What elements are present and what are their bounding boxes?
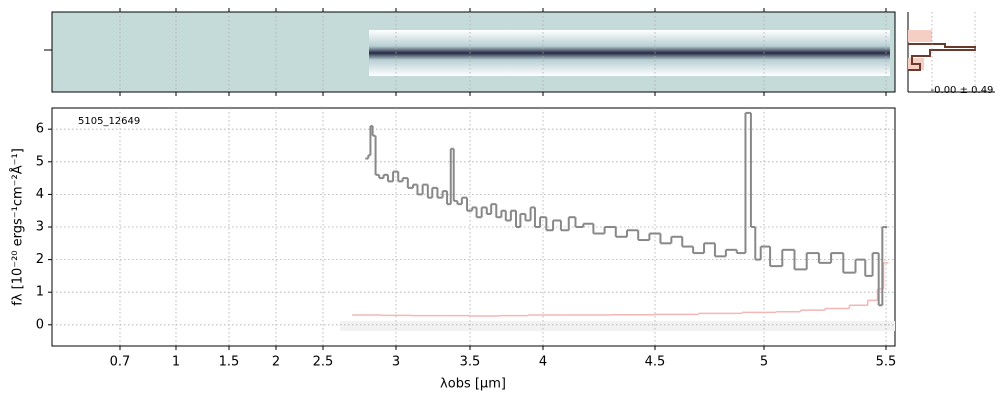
y-tick-label: 5 (36, 154, 44, 169)
object-label: 5105_12649 (78, 116, 140, 127)
y-tick-label: 6 (36, 122, 44, 137)
y-tick-label: 3 (36, 220, 44, 235)
spectrum-2d-trace (369, 30, 890, 76)
x-tick-label: 3 (392, 355, 400, 370)
zero-band (340, 321, 895, 331)
x-axis-label: λobs [μm] (440, 377, 506, 392)
y-tick-label: 4 (36, 187, 44, 202)
x-tick-label: 4.5 (645, 355, 666, 370)
x-tick-label: 2.5 (313, 355, 334, 370)
x-tick-label: 2 (272, 355, 280, 370)
y-tick-label: 1 (36, 285, 44, 300)
profile-panel: -0.00 ± 0.49 (907, 12, 995, 96)
y-axis-label: fλ [10⁻²⁰ ergs⁻¹cm⁻²Å⁻¹] (10, 148, 26, 306)
x-tick-label: 3.5 (460, 355, 481, 370)
x-tick-label: 0.7 (110, 355, 131, 370)
profile-label: -0.00 ± 0.49 (931, 85, 994, 96)
y-tick-label: 2 (36, 252, 44, 267)
x-tick-label: 1 (172, 355, 180, 370)
y-tick-label: 0 (36, 317, 44, 332)
x-tick-label: 5.5 (876, 355, 897, 370)
x-tick-label: 1.5 (219, 355, 240, 370)
x-tick-label: 5 (760, 355, 768, 370)
x-tick-label: 4 (539, 355, 547, 370)
